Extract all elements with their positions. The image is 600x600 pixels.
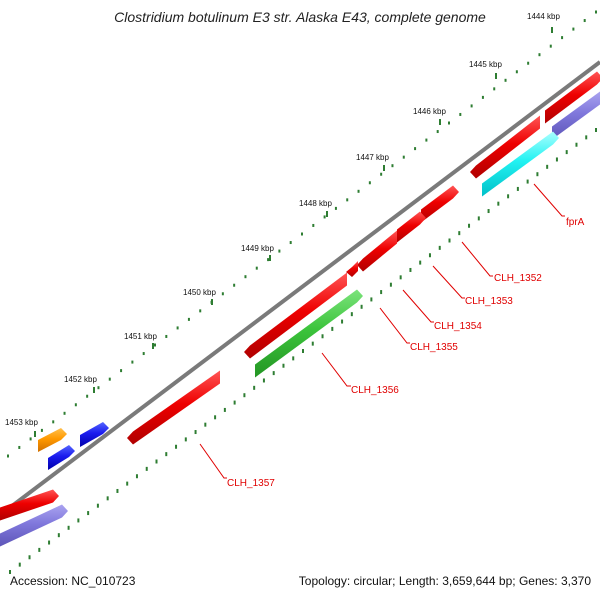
gene-fprA-cyan xyxy=(482,131,559,197)
feature-orange xyxy=(38,428,67,452)
genome-backbone xyxy=(0,60,600,517)
ruler-label: 1451 kbp xyxy=(124,332,157,341)
leader-line xyxy=(379,307,410,344)
gene-features xyxy=(0,71,600,547)
ruler-label: 1447 kbp xyxy=(356,153,389,162)
gene-CLH_1356-red xyxy=(244,272,347,359)
ruler-label: 1448 kbp xyxy=(299,199,332,208)
gene-labels: fprA CLH_1352 CLH_1353 CLH_1354 CLH_1355… xyxy=(227,217,585,489)
ruler-labels: 1444 kbp 1445 kbp 1446 kbp 1447 kbp 1448… xyxy=(5,12,560,427)
ruler-label: 1450 kbp xyxy=(183,288,216,297)
ruler-label: 1444 kbp xyxy=(527,12,560,21)
gene-CLH_1356-green xyxy=(255,289,363,378)
inner-ticks xyxy=(9,128,597,574)
feature-lavender-top-right xyxy=(552,91,600,140)
ruler-label: 1446 kbp xyxy=(413,107,446,116)
leader-line xyxy=(402,289,434,323)
feature-red-bottom-left xyxy=(0,489,59,521)
ruler-ticks xyxy=(7,10,597,458)
gene-CLH_1354 xyxy=(357,230,397,272)
leader-line xyxy=(533,183,565,217)
ruler-label: 1452 kbp xyxy=(64,375,97,384)
gene-CLH_1353 xyxy=(397,211,426,243)
map-title: Clostridium botulinum E3 str. Alaska E43… xyxy=(114,9,486,25)
leader-line xyxy=(321,352,351,387)
gene-label-leaders xyxy=(199,183,565,479)
gene-CLH_1355 xyxy=(346,261,358,277)
gene-label-CLH_1354: CLH_1354 xyxy=(434,321,482,332)
leader-line xyxy=(199,443,227,479)
gene-label-CLH_1355: CLH_1355 xyxy=(410,342,458,353)
gene-label-fprA: fprA xyxy=(566,217,585,228)
leader-line xyxy=(432,265,465,299)
gene-label-CLH_1352: CLH_1352 xyxy=(494,273,542,284)
ruler-label: 1453 kbp xyxy=(5,418,38,427)
backbone-line xyxy=(0,60,600,517)
gene-CLH_1357 xyxy=(127,370,220,445)
feature-red-top-right xyxy=(545,71,600,124)
ruler-label: 1445 kbp xyxy=(469,60,502,69)
gene-CLH_1352 xyxy=(421,185,459,223)
accession-label: Accession: NC_010723 xyxy=(10,574,136,588)
gene-fprA-red xyxy=(470,115,540,179)
genome-summary: Topology: circular; Length: 3,659,644 bp… xyxy=(298,574,591,588)
feature-lavender-bottom-left xyxy=(0,504,68,547)
leader-line xyxy=(461,241,493,277)
gene-label-CLH_1356: CLH_1356 xyxy=(351,385,399,396)
gene-label-CLH_1357: CLH_1357 xyxy=(227,478,275,489)
gene-label-CLH_1353: CLH_1353 xyxy=(465,296,513,307)
feature-blue-lower xyxy=(48,445,75,470)
ruler-label: 1449 kbp xyxy=(241,244,274,253)
feature-blue-upper xyxy=(80,422,109,447)
